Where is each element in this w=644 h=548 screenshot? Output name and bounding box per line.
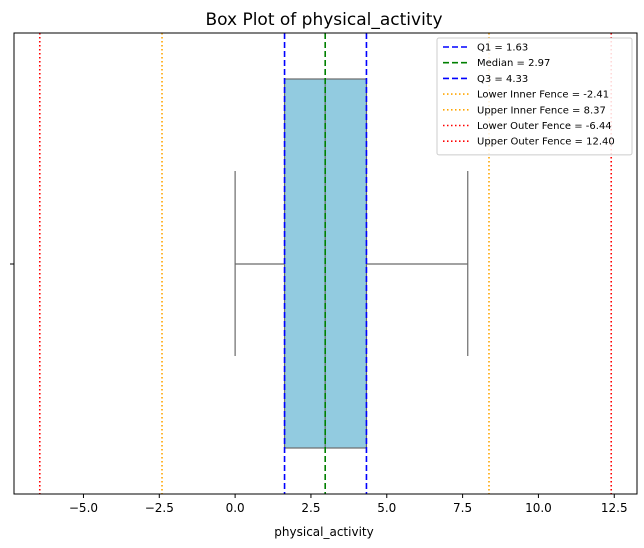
x-tick-label: −2.5: [145, 501, 174, 515]
legend-label-2: Q3 = 4.33: [477, 74, 528, 85]
legend-label-3: Lower Inner Fence = -2.41: [477, 90, 609, 101]
legend-label-5: Lower Outer Fence = -6.44: [477, 121, 612, 132]
x-tick-label: 5.0: [377, 501, 396, 515]
legend-box: [436, 37, 633, 156]
x-tick-label: 0.0: [226, 501, 245, 515]
x-tick-label: 2.5: [301, 501, 320, 515]
legend-label-0: Q1 = 1.63: [477, 43, 528, 54]
x-axis-label: physical_activity: [274, 525, 373, 539]
x-tick-label: 12.5: [601, 501, 628, 515]
x-tick-label: 7.5: [453, 501, 472, 515]
legend-label-6: Upper Outer Fence = 12.40: [477, 137, 615, 148]
x-tick-label: −5.0: [69, 501, 98, 515]
legend-label-4: Upper Inner Fence = 8.37: [477, 105, 606, 116]
legend-label-1: Median = 2.97: [477, 58, 550, 69]
x-tick-label: 10.0: [525, 501, 552, 515]
legend: Q1 = 1.63 Median = 2.97 Q3 = 4.33 Lower Inn…: [436, 37, 633, 156]
chart-title: Box Plot of physical_activity: [205, 10, 442, 30]
